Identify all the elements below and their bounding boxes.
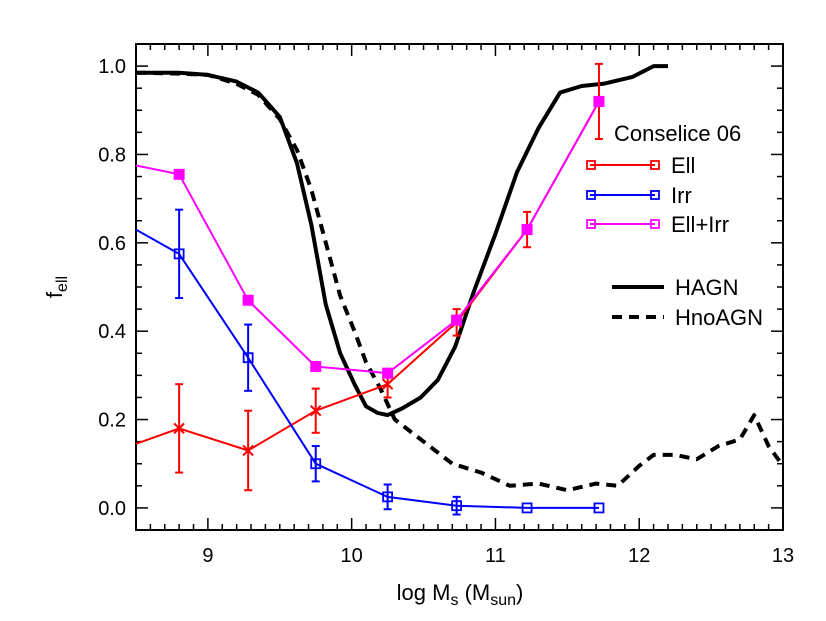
- x-tick-label: 10: [341, 545, 363, 567]
- y-tick-label: 0.4: [98, 321, 126, 343]
- legend: Conselice 06 Ell Irr Ell+Irr HAGN HnoAGN: [586, 121, 763, 330]
- data-point-marker: [451, 314, 463, 326]
- legend-label: HAGN: [675, 275, 739, 300]
- legend-marker: [586, 160, 596, 170]
- y-tick-label: 0.0: [98, 498, 126, 520]
- y-tick-label: 1.0: [98, 56, 126, 78]
- legend-title: Conselice 06: [614, 121, 741, 146]
- legend-marker: [650, 160, 660, 170]
- data-point-marker: [173, 422, 185, 435]
- legend-label: Ell+Irr: [671, 212, 729, 237]
- data-point-marker: [593, 95, 605, 107]
- data-point-marker: [310, 361, 322, 373]
- data-point-marker: [173, 168, 185, 180]
- data-point-marker: [242, 294, 254, 306]
- x-tick-label: 9: [202, 545, 213, 567]
- tick-labels: 9 10 11 12 13 0.0 0.2 0.4 0.6 0.8 1.0: [98, 56, 794, 567]
- axis-ticks: [135, 44, 784, 530]
- data-point-marker: [310, 458, 322, 470]
- x-tick-label: 13: [772, 545, 794, 567]
- y-tick-label: 0.2: [98, 410, 126, 432]
- model-curve-hnoagn: [136, 70, 783, 493]
- x-tick-label: 11: [485, 545, 506, 567]
- data-point-marker: [242, 352, 254, 364]
- data-point-marker: [521, 224, 533, 236]
- model-curves: [136, 64, 783, 493]
- y-axis-title: fell: [42, 276, 71, 298]
- data-point-marker: [242, 444, 254, 457]
- legend-marker: [650, 219, 660, 229]
- data-point-marker: [593, 502, 605, 514]
- data-point-marker: [382, 367, 394, 379]
- y-tick-label: 0.6: [98, 233, 126, 255]
- legend-marker: [650, 190, 660, 200]
- series-ell: [136, 62, 605, 492]
- legend-label: Ell: [671, 153, 695, 178]
- data-point-marker: [521, 502, 533, 514]
- data-point-marker: [310, 405, 322, 417]
- x-tick-label: 12: [628, 545, 650, 567]
- y-tick-label: 0.8: [98, 144, 126, 166]
- legend-label: HnoAGN: [675, 305, 763, 330]
- legend-marker: [586, 190, 596, 200]
- series-ell-plus-irr: [136, 95, 605, 379]
- data-point-marker: [173, 248, 185, 260]
- legend-marker: [586, 219, 596, 229]
- data-point-marker: [381, 378, 394, 390]
- x-axis-title: log Ms (Msun): [397, 580, 524, 609]
- data-point-marker: [382, 491, 394, 503]
- observed-series: [136, 62, 605, 516]
- series-line: [136, 100, 600, 375]
- series-irr: [136, 208, 605, 516]
- legend-label: Irr: [671, 183, 692, 208]
- series-line: [136, 100, 600, 452]
- series-line: [136, 228, 599, 509]
- data-point-marker: [451, 500, 463, 512]
